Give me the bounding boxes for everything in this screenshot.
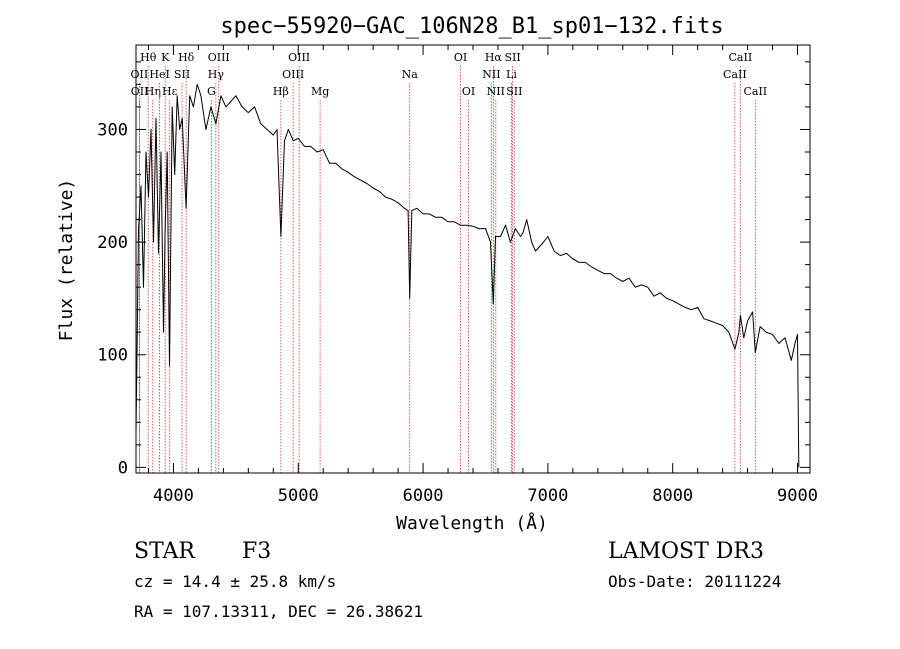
line-mark-label-22: SII — [504, 51, 520, 64]
y-tick-label-200: 200 — [97, 233, 128, 253]
y-axis-label: Flux (relative) — [56, 179, 77, 342]
line-mark-label-14: OIII — [282, 68, 304, 81]
x-tick-label-8000: 8000 — [652, 486, 693, 506]
line-mark-label-26: CaII — [723, 68, 747, 81]
line-mark-label-19: Hα — [485, 51, 503, 64]
chart-title: spec−55920−GAC_106N28_B1_sp01−132.fits — [220, 14, 723, 39]
x-tick-label-4000: 4000 — [153, 486, 194, 506]
line-mark-label-15: Mg — [311, 85, 329, 98]
line-mark-label-17: OI — [454, 51, 467, 64]
coordinates: RA = 107.13311, DEC = 26.38621 — [134, 602, 423, 621]
line-mark-label-3: Hη — [145, 85, 161, 98]
line-mark-label-7: SII — [174, 68, 190, 81]
x-tick-label-5000: 5000 — [278, 486, 319, 506]
line-mark-label-0: Hθ — [140, 51, 157, 64]
redshift-value: cz = 14.4 ± 25.8 km/s — [134, 572, 337, 591]
series-layer — [135, 83, 800, 468]
line-mark-label-24: SII — [506, 85, 522, 98]
x-tick-label-6000: 6000 — [403, 486, 444, 506]
line-mark-label-18: OI — [462, 85, 475, 98]
line-mark-label-8: Hδ — [178, 51, 195, 64]
line-mark-label-21: NII — [487, 85, 505, 98]
series-line-0 — [135, 83, 800, 468]
line-mark-label-13: OIII — [288, 51, 310, 64]
line-mark-label-20: NII — [482, 68, 500, 81]
line-mark-label-11: G — [207, 85, 216, 98]
line-mark-label-6: Hε — [162, 85, 178, 98]
line-mark-label-2: OII — [131, 85, 149, 98]
survey-name: LAMOST DR3 — [608, 539, 764, 564]
spectrum-chart: spec−55920−GAC_106N28_B1_sp01−132.fits H… — [56, 14, 818, 534]
line-mark-label-23: Li — [506, 68, 517, 81]
object-subclass: F3 — [242, 539, 272, 564]
x-tick-label-7000: 7000 — [527, 486, 568, 506]
y-tick-label-100: 100 — [97, 346, 128, 366]
axis-ticks: 4000 5000 6000 7000 8000 9000 0 100 200 300 — [97, 45, 818, 506]
line-mark-label-12: Hβ — [273, 85, 289, 98]
line-mark-label-5: K — [161, 51, 170, 64]
x-axis-label: Wavelength (Å) — [396, 512, 548, 534]
line-mark-label-9: OIII — [208, 51, 230, 64]
y-tick-label-0: 0 — [118, 458, 128, 478]
observation-date: Obs-Date: 20111224 — [608, 572, 782, 591]
line-mark-label-27: CaII — [743, 85, 767, 98]
line-mark-label-1: OII — [131, 68, 149, 81]
plot-frame — [135, 44, 811, 474]
x-tick-label-9000: 9000 — [777, 486, 818, 506]
line-mark-label-10: Hγ — [208, 68, 225, 81]
object-class: STAR — [134, 539, 195, 564]
y-tick-label-300: 300 — [97, 120, 128, 140]
line-mark-label-4: HeI — [149, 68, 169, 81]
line-mark-label-16: Na — [402, 68, 419, 81]
line-mark-label-25: CaII — [729, 51, 753, 64]
